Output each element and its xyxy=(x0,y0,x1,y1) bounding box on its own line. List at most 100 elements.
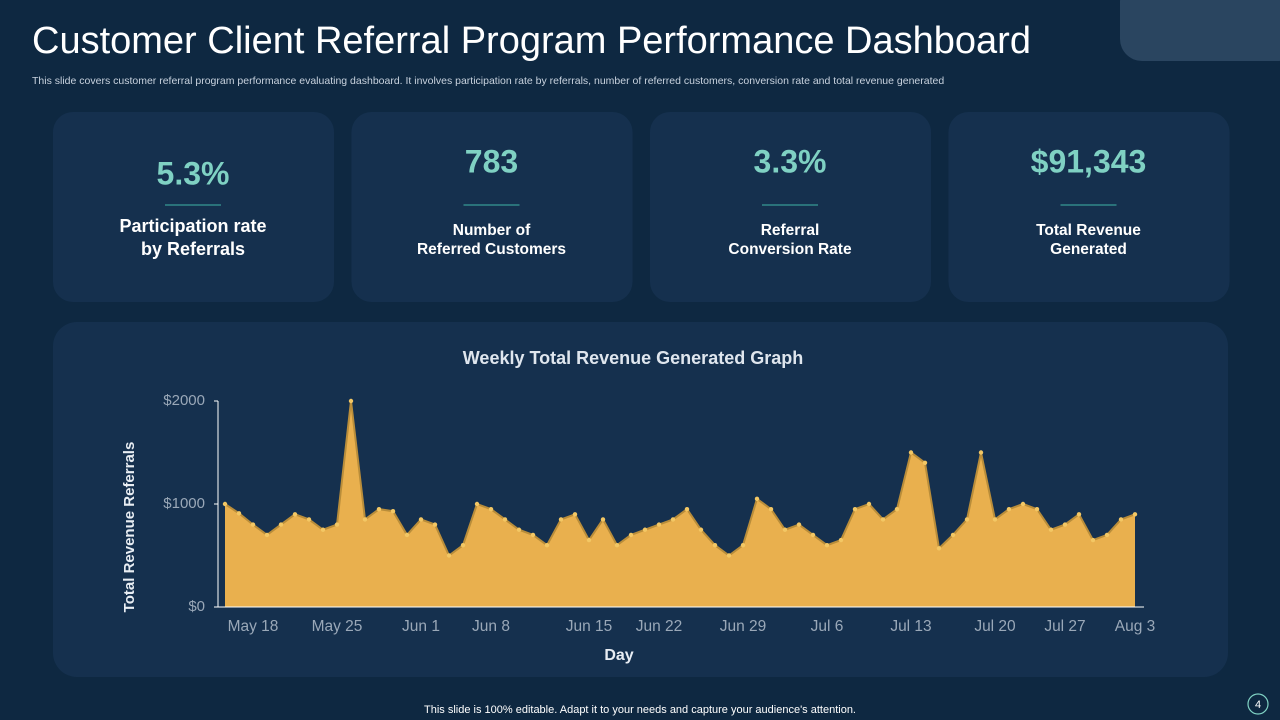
data-point xyxy=(544,543,550,548)
page-number: 4 xyxy=(1255,699,1261,711)
data-point xyxy=(418,517,424,522)
data-point xyxy=(432,522,438,527)
area xyxy=(225,401,1135,607)
kpi-label: Conversion Rate xyxy=(728,241,852,258)
data-point xyxy=(502,517,508,522)
data-point xyxy=(306,517,312,522)
x-tick-label: Jul 20 xyxy=(974,618,1016,635)
kpi-value: 3.3% xyxy=(754,143,827,179)
data-point xyxy=(1006,506,1012,512)
data-point xyxy=(810,532,816,538)
data-point xyxy=(642,527,648,532)
kpi-card xyxy=(351,112,633,302)
kpi-label: Total Revenue xyxy=(1036,222,1141,239)
data-point xyxy=(670,517,676,522)
kpi-label: Referred Customers xyxy=(417,241,566,258)
data-point xyxy=(488,506,494,512)
data-point xyxy=(600,517,606,522)
kpi-value: 783 xyxy=(465,143,518,179)
data-point xyxy=(824,543,830,548)
y-axis-label: Total Revenue Referrals xyxy=(121,442,138,613)
x-axis-label: Day xyxy=(604,647,633,664)
data-point xyxy=(950,532,956,538)
x-tick-label: Jun 15 xyxy=(566,618,613,635)
kpi-card xyxy=(650,112,931,302)
data-point xyxy=(978,450,984,455)
data-point xyxy=(474,501,480,507)
data-point xyxy=(936,546,942,551)
data-point xyxy=(404,532,410,538)
x-tick-label: Jun 29 xyxy=(720,618,767,635)
data-point xyxy=(376,506,382,512)
kpi-card xyxy=(53,112,334,302)
y-tick-label: $2000 xyxy=(163,392,205,409)
data-point xyxy=(572,512,578,517)
page-number-ring xyxy=(1247,693,1269,715)
data-point xyxy=(726,553,732,558)
y-tick-label: $0 xyxy=(188,598,205,615)
corner-decoration xyxy=(1120,0,1280,61)
x-tick-label: Jul 27 xyxy=(1044,618,1085,635)
data-point xyxy=(320,527,326,532)
data-point xyxy=(292,512,298,517)
data-point xyxy=(348,398,354,404)
data-point xyxy=(782,527,788,532)
kpi-value: $91,343 xyxy=(1031,143,1147,179)
kpi-value: 5.3% xyxy=(157,155,230,191)
data-point xyxy=(852,506,858,512)
data-point xyxy=(894,506,900,512)
data-point xyxy=(1132,512,1138,517)
data-point xyxy=(628,532,634,538)
x-tick-label: Jul 6 xyxy=(811,618,844,635)
data-point xyxy=(516,527,522,532)
data-point xyxy=(698,527,704,532)
data-point xyxy=(334,522,340,527)
data-point xyxy=(796,522,802,527)
data-point xyxy=(740,543,746,548)
data-point xyxy=(362,517,368,522)
data-point xyxy=(1020,501,1026,507)
data-point xyxy=(586,537,592,543)
data-point xyxy=(922,460,928,465)
slide-subtitle: This slide covers customer referral prog… xyxy=(32,75,944,87)
data-point xyxy=(1090,537,1096,543)
x-tick-label: Jun 1 xyxy=(402,618,440,635)
data-point xyxy=(1048,527,1054,532)
x-tick-label: May 25 xyxy=(312,618,363,635)
data-point xyxy=(712,543,718,548)
data-point xyxy=(264,532,270,538)
data-point xyxy=(964,517,970,522)
kpi-label: Referral xyxy=(761,222,820,239)
data-point xyxy=(1034,506,1040,512)
slide-title: Customer Client Referral Program Perform… xyxy=(32,20,1031,62)
data-point xyxy=(1118,517,1124,522)
x-tick-label: Jul 13 xyxy=(890,618,931,635)
data-point xyxy=(656,522,662,527)
data-point xyxy=(390,509,396,514)
kpi-label: Number of xyxy=(453,222,531,239)
data-point xyxy=(558,517,564,522)
x-tick-label: May 18 xyxy=(228,618,279,635)
data-point xyxy=(880,517,886,522)
kpi-label: Participation rate xyxy=(119,216,266,236)
data-point xyxy=(250,522,256,527)
area-line xyxy=(224,400,1136,558)
data-point xyxy=(1062,522,1068,527)
data-point xyxy=(1076,512,1082,517)
y-tick-label: $1000 xyxy=(163,495,205,512)
x-tick-label: Jun 8 xyxy=(472,618,510,635)
data-point xyxy=(992,517,998,522)
data-point xyxy=(754,496,760,502)
kpi-card xyxy=(948,112,1230,302)
data-point xyxy=(446,553,452,558)
data-point xyxy=(278,522,284,527)
data-point xyxy=(768,506,774,512)
footer-note: This slide is 100% editable. Adapt it to… xyxy=(424,704,856,716)
chart-title: Weekly Total Revenue Generated Graph xyxy=(463,348,803,368)
data-point xyxy=(236,511,242,516)
data-point xyxy=(530,532,536,538)
data-point xyxy=(460,543,466,548)
kpi-label: by Referrals xyxy=(141,239,245,259)
